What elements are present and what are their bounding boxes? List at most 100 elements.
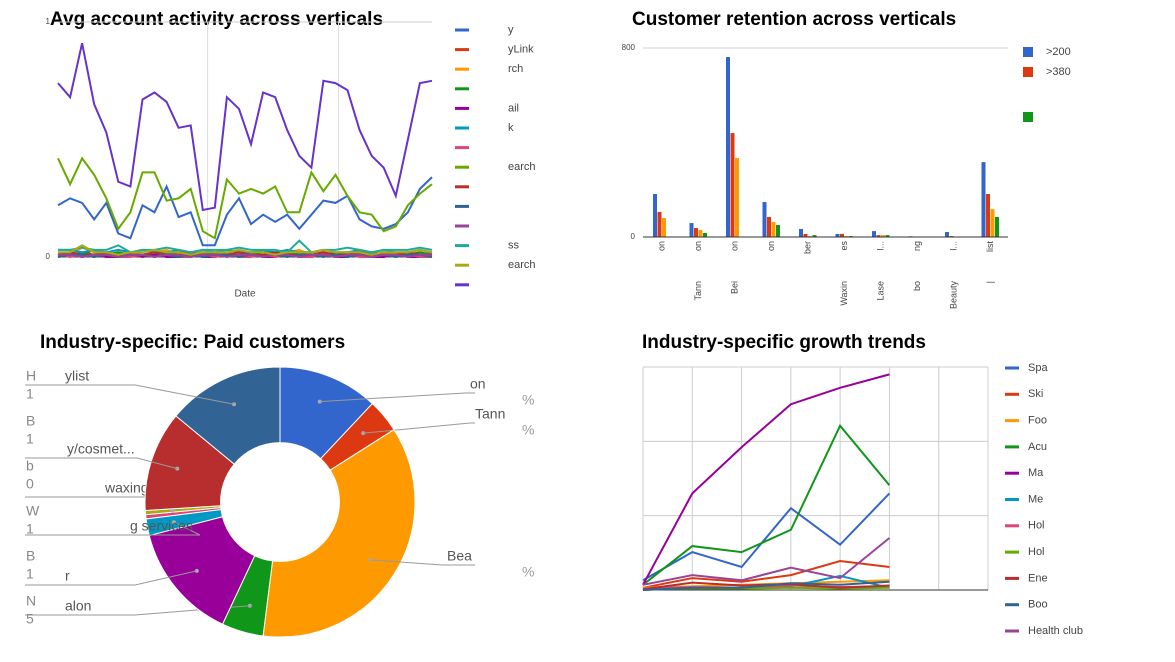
- x-tick-label: bo: [912, 281, 922, 291]
- bar: [876, 235, 881, 237]
- leader-line: [25, 457, 178, 470]
- legend-label: Ene: [1028, 572, 1048, 584]
- slice-label: Tann: [475, 406, 505, 422]
- x-tick-label: l...: [948, 241, 958, 251]
- x-tick-label: es: [839, 241, 849, 251]
- bar: [771, 222, 776, 237]
- label-fragment: 0: [26, 476, 34, 492]
- bar: [840, 233, 844, 237]
- legend-swatch: [1023, 67, 1033, 77]
- series-line: [57, 42, 433, 212]
- bar: [689, 223, 694, 237]
- y-tick-label: 0: [46, 252, 51, 261]
- x-tick-label: ber: [802, 241, 812, 254]
- series-line: [642, 537, 891, 586]
- legend-label: k: [508, 122, 514, 134]
- leader-line: [25, 521, 201, 536]
- x-axis-label: Date: [234, 289, 256, 300]
- legend-label: Me: [1028, 493, 1043, 505]
- y-tick-label: 1: [46, 17, 51, 26]
- bar: [662, 218, 666, 237]
- chart-title: Industry-specific growth trends: [642, 332, 926, 353]
- x-tick-label: list: [985, 241, 995, 252]
- leader-line: [363, 422, 475, 434]
- bar: [990, 209, 995, 237]
- x-tick-label: Tann: [693, 281, 703, 301]
- label-fragment: N: [26, 593, 36, 609]
- legend-label: y: [508, 24, 514, 36]
- leader-line: [319, 392, 475, 403]
- x-tick-label: Waxin: [839, 281, 849, 306]
- bar: [657, 211, 662, 237]
- chart-title: Industry-specific: Paid customers: [40, 332, 345, 353]
- slice-label: r: [65, 568, 70, 584]
- slice-percent: %: [522, 422, 534, 438]
- legend-label: Acu: [1028, 441, 1047, 453]
- label-fragment: 1: [26, 386, 34, 402]
- legend-label: Hol: [1028, 546, 1045, 558]
- series-line: [642, 580, 890, 591]
- y-tick-label: 800: [622, 43, 636, 52]
- legend-label: Ski: [1028, 388, 1043, 400]
- legend-label: >200: [1046, 46, 1071, 58]
- series-line: [642, 559, 890, 589]
- series-line: [642, 373, 890, 586]
- leader-line: [371, 559, 475, 566]
- legend-label: Foo: [1028, 415, 1047, 427]
- series-line: [57, 176, 433, 247]
- legend-label: Boo: [1028, 599, 1048, 611]
- label-fragment: W: [26, 503, 40, 519]
- legend-label: Spa: [1028, 362, 1048, 374]
- bar: [885, 235, 890, 237]
- y-tick-label: 0: [631, 232, 636, 241]
- label-fragment: 1: [26, 566, 34, 582]
- label-fragment: B: [26, 548, 35, 564]
- legend-swatch: [1023, 112, 1033, 122]
- slice-label: on: [470, 376, 486, 392]
- bar: [812, 235, 817, 237]
- legend-label: earch: [508, 161, 536, 173]
- slice-percent: %: [522, 564, 534, 580]
- bar: [726, 56, 730, 237]
- legend-label: Hol: [1028, 520, 1045, 532]
- label-fragment: B: [26, 413, 35, 429]
- legend-label: earch: [508, 259, 536, 271]
- legend-label: yLink: [508, 44, 534, 56]
- bar: [945, 232, 949, 237]
- series-line: [642, 423, 891, 586]
- slice-label: g services: [130, 518, 193, 534]
- pie-slice: [175, 366, 281, 465]
- slice-label: Bea: [447, 548, 472, 564]
- x-tick-label: |: [985, 281, 995, 283]
- slice-label: alon: [65, 598, 91, 614]
- series-line: [58, 253, 432, 259]
- bar: [881, 235, 885, 237]
- series-line: [642, 492, 891, 582]
- legend-label: Ma: [1028, 467, 1044, 479]
- label-fragment: 5: [26, 611, 34, 627]
- bar: [776, 224, 780, 237]
- bar: [995, 216, 999, 237]
- legend-label: ss: [508, 240, 520, 252]
- bar: [653, 194, 657, 237]
- x-tick-label: ng: [912, 241, 922, 251]
- x-tick-label: Bei: [729, 281, 739, 294]
- bar: [703, 232, 707, 237]
- x-tick-label: on: [693, 241, 703, 251]
- bar: [799, 228, 803, 237]
- pie-slice: [262, 428, 416, 638]
- label-fragment: b: [26, 458, 34, 474]
- x-tick-label: on: [729, 241, 739, 251]
- x-tick-label: on: [766, 241, 776, 251]
- x-tick-label: Lase: [875, 281, 885, 301]
- label-fragment: H: [26, 368, 36, 384]
- bar: [981, 162, 986, 237]
- series-line: [57, 156, 433, 240]
- bar: [835, 233, 840, 237]
- series-line: [58, 239, 433, 254]
- series-line: [58, 244, 433, 256]
- bar: [694, 228, 698, 237]
- bar: [986, 194, 990, 237]
